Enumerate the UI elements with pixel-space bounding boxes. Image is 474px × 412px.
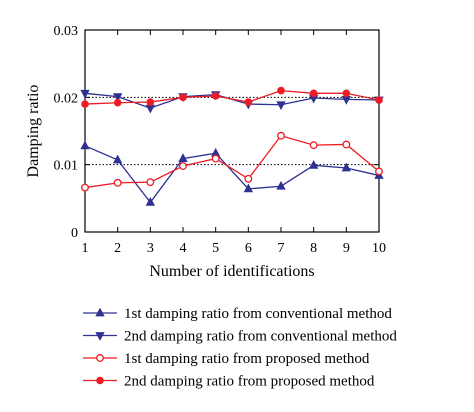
data-point [309, 141, 318, 150]
y-tick-label: 0.02 [54, 91, 79, 106]
series-line [84, 89, 380, 105]
legend-marker [96, 354, 104, 362]
y-tick-label: 0 [71, 226, 78, 241]
series-line [84, 134, 380, 189]
data-point [243, 183, 253, 193]
data-point [81, 183, 89, 192]
x-tick-label: 10 [372, 241, 386, 256]
x-tick-label: 6 [245, 241, 252, 256]
legend: 1st damping ratio from conventional meth… [83, 306, 397, 390]
data-point [145, 104, 155, 114]
x-tick-label: 3 [147, 241, 154, 256]
series-1 [80, 140, 384, 206]
data-point [80, 140, 90, 150]
legend-marker [95, 307, 105, 317]
data-point [375, 96, 383, 104]
data-point [179, 93, 187, 102]
reference-lines [85, 96, 379, 166]
legend-item-3: 1st damping ratio from proposed method [83, 351, 370, 367]
data-point [211, 92, 220, 100]
data-point [178, 153, 188, 163]
data-point [211, 154, 220, 163]
plot-area-frame [84, 29, 380, 233]
legend-marker [96, 376, 104, 385]
data-point [146, 178, 155, 187]
axis-ticks: 1 2 3 4 5 6 7 8 9 10 0 0.01 0.02 0.03 [54, 24, 387, 256]
x-tick-label: 9 [343, 241, 350, 256]
data-point [112, 93, 123, 103]
series-4 [81, 86, 383, 108]
x-tick-label: 7 [278, 241, 285, 256]
series-line [84, 92, 380, 109]
data-point [341, 162, 352, 172]
data-point [277, 131, 285, 140]
data-point [276, 101, 286, 111]
data-point [244, 98, 253, 106]
legend-label: 1st damping ratio from proposed method [124, 351, 370, 367]
data-point [342, 140, 351, 149]
data-point [146, 98, 155, 106]
data-point [179, 162, 187, 170]
y-tick-label: 0.01 [54, 159, 79, 174]
data-point [308, 159, 319, 169]
x-tick-label: 1 [82, 241, 89, 256]
data-point [145, 197, 155, 206]
series-layer [80, 86, 384, 206]
data-point [113, 178, 122, 187]
data-point [80, 89, 90, 99]
x-axis-label: Number of identifications [149, 263, 314, 280]
data-point [112, 154, 123, 164]
x-tick-label: 4 [180, 241, 187, 256]
legend-item-2: 2nd damping ratio from conventional meth… [83, 329, 397, 345]
series-line [84, 145, 380, 204]
y-tick-label: 0.03 [54, 24, 79, 39]
legend-label: 2nd damping ratio from proposed method [124, 374, 375, 390]
legend-item-4: 2nd damping ratio from proposed method [83, 374, 375, 390]
data-point [342, 89, 351, 98]
legend-label: 2nd damping ratio from conventional meth… [124, 329, 397, 345]
data-point [309, 89, 318, 98]
data-point [277, 86, 285, 95]
data-point [341, 95, 352, 105]
legend-marker [95, 332, 105, 341]
series-3 [81, 131, 383, 192]
legend-item-1: 1st damping ratio from conventional meth… [83, 306, 392, 322]
x-tick-label: 8 [310, 241, 317, 256]
data-point [81, 100, 89, 108]
x-tick-label: 2 [114, 241, 121, 256]
data-point [375, 167, 383, 176]
data-point [113, 98, 122, 107]
x-tick-label: 5 [212, 241, 219, 256]
y-axis-label: Damping ratio [25, 85, 42, 178]
data-point [244, 174, 253, 183]
data-point [276, 180, 286, 190]
legend-label: 1st damping ratio from conventional meth… [124, 306, 392, 322]
